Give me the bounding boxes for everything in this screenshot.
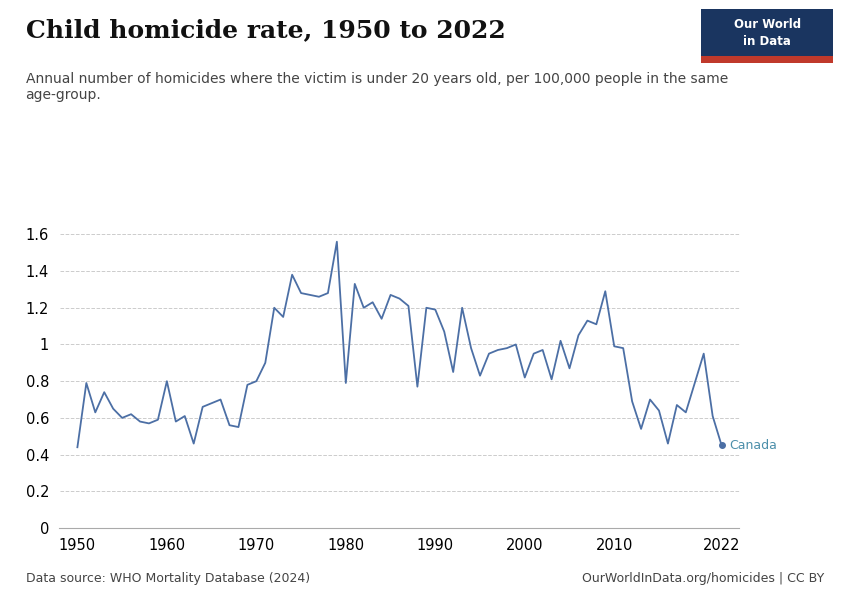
Text: Our World: Our World <box>734 17 801 31</box>
Text: Canada: Canada <box>728 439 777 452</box>
Text: OurWorldInData.org/homicides | CC BY: OurWorldInData.org/homicides | CC BY <box>582 572 824 585</box>
Text: in Data: in Data <box>743 35 791 48</box>
Text: Annual number of homicides where the victim is under 20 years old, per 100,000 p: Annual number of homicides where the vic… <box>26 72 728 102</box>
Text: Data source: WHO Mortality Database (2024): Data source: WHO Mortality Database (202… <box>26 572 309 585</box>
Text: Child homicide rate, 1950 to 2022: Child homicide rate, 1950 to 2022 <box>26 18 505 42</box>
